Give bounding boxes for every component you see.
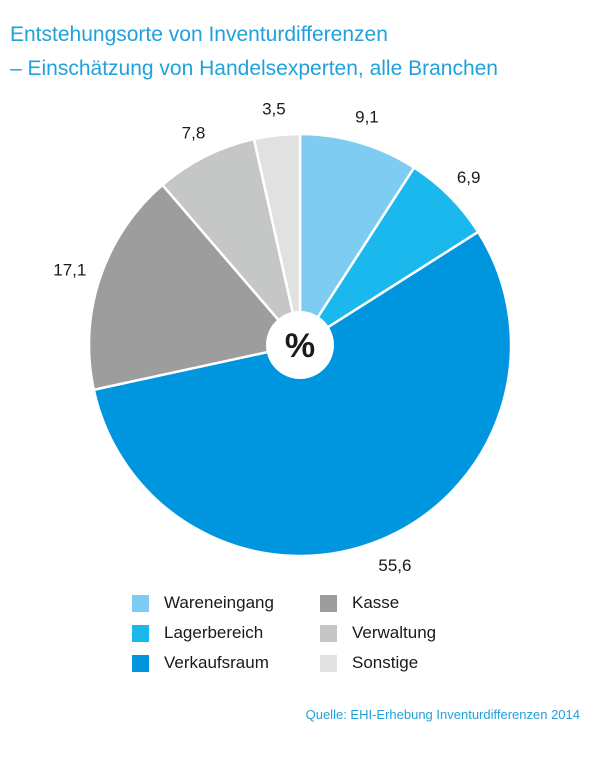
legend-swatch <box>320 654 337 672</box>
pie-slice-verwaltung <box>160 137 302 346</box>
legend-swatch <box>320 594 337 612</box>
legend-item-kasse: Kasse <box>320 592 470 614</box>
legend-swatch <box>132 624 149 642</box>
legend-label: Sonstige <box>352 653 419 672</box>
legend-swatch <box>132 654 149 672</box>
legend: Wareneingang Kasse Lagerbereich Verwaltung V… <box>132 592 470 674</box>
title-line-1: Entstehungsorte von Inventurdifferenzen <box>10 23 388 46</box>
data-label-verkaufsraum: 55,6 <box>378 556 411 575</box>
pie-slice-wareneingang <box>298 132 416 350</box>
pie-slice-sonstige <box>252 132 302 346</box>
data-label-wareneingang: 9,1 <box>355 108 379 127</box>
legend-label: Verkaufsraum <box>164 653 269 672</box>
legend-item-verwaltung: Verwaltung <box>320 622 470 644</box>
legend-label: Lagerbereich <box>164 623 264 642</box>
chart-title: Entstehungsorte von Inventurdifferenzen … <box>10 18 498 86</box>
pie-chart: 9,1 6,9 55,6 17,1 7,8 3,5% <box>53 99 513 575</box>
pie-slice-kasse <box>87 183 303 392</box>
center-hole <box>266 311 334 379</box>
legend-label: Wareneingang <box>164 593 274 612</box>
title-line-2: – Einschätzung von Handelsexperten, alle… <box>10 57 498 80</box>
center-label: % <box>285 327 315 365</box>
legend-item-sonstige: Sonstige <box>320 652 470 674</box>
legend-swatch <box>320 624 337 642</box>
legend-item-wareneingang: Wareneingang <box>132 592 320 614</box>
data-label-lagerbereich: 6,9 <box>457 168 481 187</box>
data-label-verwaltung: 7,8 <box>182 123 206 142</box>
legend-swatch <box>132 594 149 612</box>
data-label-sonstige: 3,5 <box>262 99 286 118</box>
data-label-kasse: 17,1 <box>53 260 86 279</box>
legend-item-verkaufsraum: Verkaufsraum <box>132 652 320 674</box>
legend-label: Verwaltung <box>352 623 437 642</box>
source-note: Quelle: EHI-Erhebung Inventurdifferenzen… <box>305 707 580 722</box>
legend-item-lagerbereich: Lagerbereich <box>132 622 320 644</box>
pie-slice-verkaufsraum <box>92 230 513 558</box>
legend-label: Kasse <box>352 593 400 612</box>
